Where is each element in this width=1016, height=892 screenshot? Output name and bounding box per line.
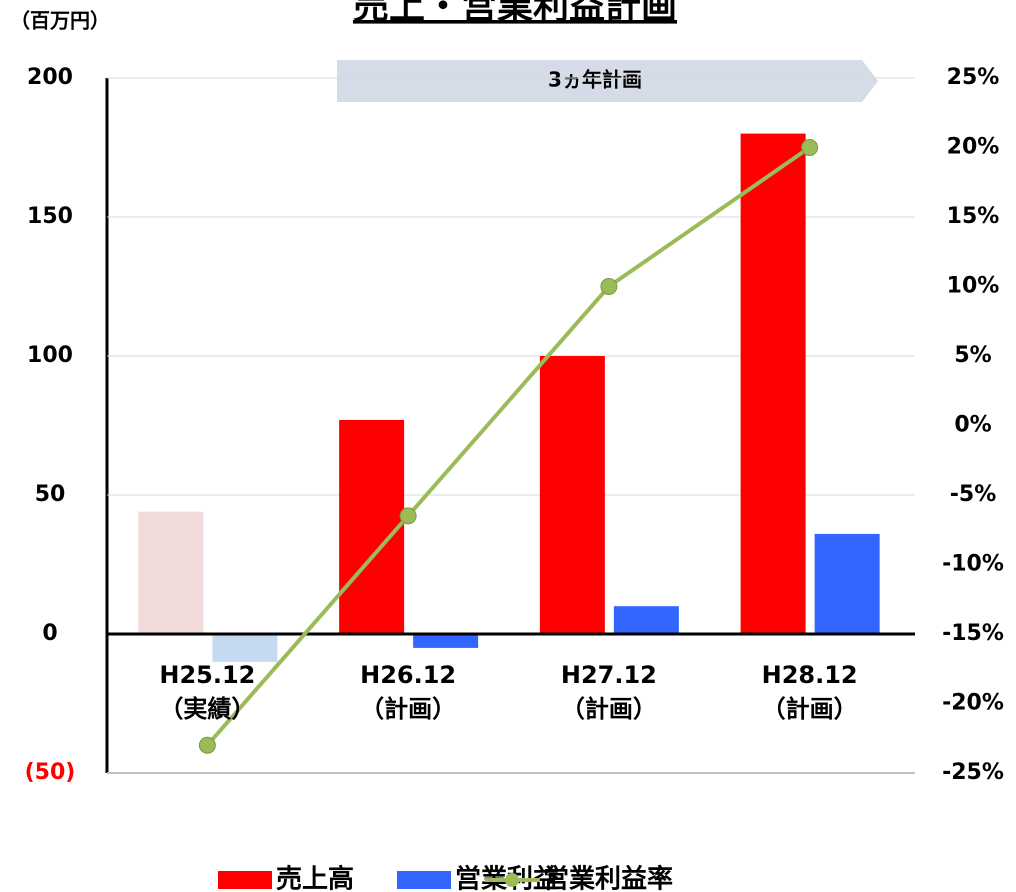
y2-tick-label: 5% bbox=[954, 343, 991, 368]
y2-tick-label: -10% bbox=[942, 552, 1004, 577]
bar bbox=[339, 419, 405, 634]
line-point bbox=[801, 139, 819, 156]
y-tick-label: 150 bbox=[27, 204, 73, 229]
y2-tick-label: 25% bbox=[947, 65, 1000, 90]
bar bbox=[539, 356, 605, 634]
legend-swatch-point bbox=[505, 873, 519, 887]
line-point bbox=[198, 736, 216, 754]
y2-tick-label: 0% bbox=[954, 413, 991, 438]
chart-title: 売上・営業利益計画 bbox=[353, 0, 677, 27]
y2-tick-label: -20% bbox=[942, 691, 1004, 716]
legend-label: 売上高 bbox=[276, 864, 354, 892]
y2-tick-label: -15% bbox=[942, 621, 1004, 646]
bar bbox=[814, 533, 880, 634]
y2-tick-label: 20% bbox=[947, 135, 1000, 160]
line-point bbox=[399, 507, 417, 525]
bar bbox=[413, 634, 479, 648]
legend-swatch bbox=[397, 871, 451, 889]
x-tick-label: H26.12 （計画） bbox=[360, 661, 457, 723]
line bbox=[205, 145, 811, 747]
y2-tick-label: -25% bbox=[942, 760, 1004, 785]
y2-tick-label: 10% bbox=[947, 274, 1000, 299]
legend-label: 営業利益率 bbox=[543, 864, 673, 892]
x-tick-label: H25.12 （実績） bbox=[159, 661, 256, 723]
y-tick-label: 200 bbox=[27, 65, 73, 90]
y-tick-label: (50) bbox=[25, 760, 76, 785]
bar bbox=[138, 511, 204, 634]
x-tick-label: H27.12 （計画） bbox=[560, 661, 657, 723]
y-tick-label: 0 bbox=[42, 621, 57, 646]
y-tick-label: 50 bbox=[35, 482, 66, 507]
y2-tick-label: 15% bbox=[947, 204, 1000, 229]
bar bbox=[613, 606, 679, 634]
y2-tick-label: -5% bbox=[950, 482, 996, 507]
unit-label: （百万円） bbox=[10, 9, 110, 33]
bar bbox=[212, 634, 278, 662]
legend-swatch bbox=[218, 871, 272, 889]
annotation: 3ヵ年計画 bbox=[548, 68, 642, 92]
y-tick-label: 100 bbox=[27, 343, 73, 368]
plan-banner bbox=[337, 60, 878, 102]
x-tick-label: H28.12 （計画） bbox=[761, 661, 858, 723]
line-point bbox=[600, 278, 618, 295]
bar bbox=[740, 133, 806, 634]
